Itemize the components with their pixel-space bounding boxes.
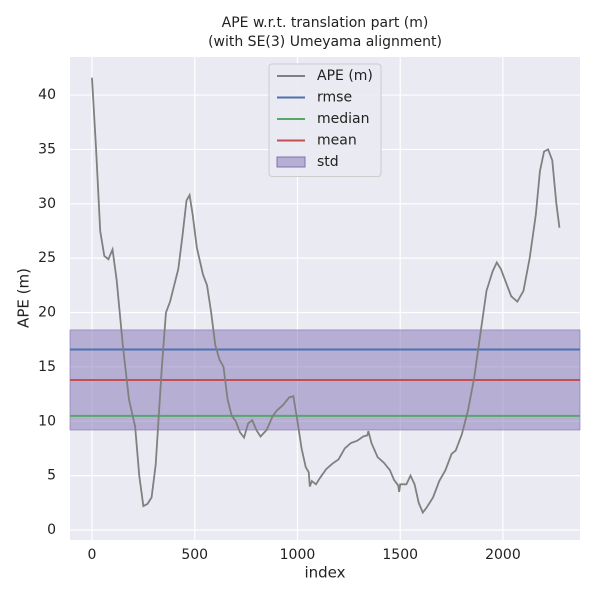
x-axis-label: index [304, 564, 345, 582]
y-axis-label: APE (m) [15, 268, 33, 328]
y-tick-label: 15 [38, 359, 56, 375]
y-tick-label: 40 [38, 87, 56, 103]
y-tick-label: 20 [38, 305, 56, 321]
x-tick-label: 1000 [280, 547, 316, 563]
legend-swatch [276, 156, 306, 168]
y-tick-label: 0 [47, 522, 56, 538]
legend: APE (m) rmse median mean std [268, 63, 382, 177]
chart-title: APE w.r.t. translation part (m) [222, 15, 429, 31]
ape-line [91, 77, 561, 515]
y-tick-label: 10 [38, 413, 56, 429]
marks [69, 77, 581, 515]
legend-label: APE (m) [317, 68, 373, 84]
y-tick-label: 30 [38, 196, 56, 212]
chart-subtitle: (with SE(3) Umeyama alignment) [208, 34, 442, 50]
x-tick-label: 1500 [382, 547, 418, 563]
x-tick-label: 0 [88, 547, 97, 563]
y-tick-label: 35 [38, 141, 56, 157]
y-tick-label: 5 [47, 468, 56, 484]
legend-label: rmse [317, 90, 352, 106]
legend-box [268, 63, 382, 177]
legend-label: median [317, 111, 369, 127]
legend-label: std [317, 154, 339, 170]
x-tick-label: 2000 [485, 547, 521, 563]
x-tick-label: 500 [181, 547, 208, 563]
y-tick-label: 25 [38, 250, 56, 266]
legend-label: mean [317, 133, 357, 149]
